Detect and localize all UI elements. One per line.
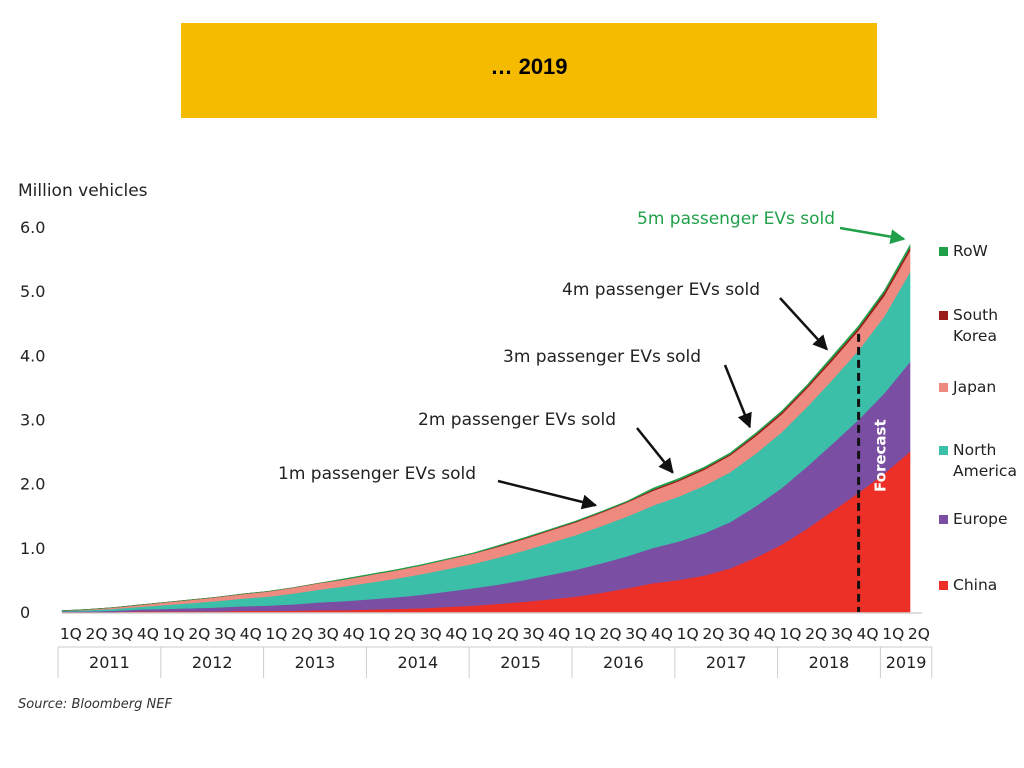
annotation-label: 1m passenger EVs sold [278,464,476,484]
x-tick-label: 4Q [651,625,673,643]
annotation-arrow [497,479,598,510]
annotation-arrow [779,297,828,351]
annotation-label: 2m passenger EVs sold [418,410,616,430]
year-label: 2014 [397,653,438,672]
x-tick-label: 4Q [857,625,879,643]
legend-swatch-china [939,581,948,590]
forecast-label: Forecast [872,419,890,492]
x-tick-label: 1Q [60,625,82,643]
x-tick-label: 3Q [831,625,853,643]
y-tick-label: 1.0 [20,539,45,558]
forecast-marker: Forecast [857,333,890,612]
x-tick-label: 1Q [265,625,287,643]
x-tick-label: 1Q [677,625,699,643]
legend-swatch-japan [939,383,948,392]
y-tick-labels: 0 1.0 2.0 3.0 4.0 5.0 6.0 [20,218,45,622]
year-label: 2019 [886,653,927,672]
legend-label: Europe [953,510,1008,528]
x-tick-label: 3Q [728,625,750,643]
x-tick-label: 1Q [471,625,493,643]
annotation-label: 4m passenger EVs sold [562,280,760,300]
title-banner: … 2019 [181,23,877,118]
area-row [61,243,911,612]
legend-label: South [953,306,998,324]
x-tick-label: 1Q [368,625,390,643]
annotations: 1m passenger EVs sold 2m passenger EVs so… [278,209,906,510]
x-tick-label: 2Q [600,625,622,643]
x-tick-label: 4Q [754,625,776,643]
x-tick-label: 2Q [497,625,519,643]
year-label: 2013 [295,653,336,672]
legend-swatch-europe [939,515,948,524]
banner-title: … 2019 [490,53,568,79]
legend-label: China [953,576,997,594]
year-label: 2016 [603,653,644,672]
x-axis: 1Q 2Q 3Q 4Q 1Q 2Q 3Q 4Q 1Q 2Q 3Q 4Q 1Q 2Q 3Q 4Q 1Q 2Q 3Q 4Q… [57,612,933,678]
annotation-arrow [839,226,906,245]
x-tick-label: 4Q [240,625,262,643]
legend-label: RoW [953,242,988,260]
legend-label: Japan [952,378,996,396]
year-label: 2017 [706,653,747,672]
y-tick-label: 3.0 [20,411,45,430]
x-tick-label: 2Q [805,625,827,643]
x-tick-label: 4Q [137,625,159,643]
x-tick-label: 3Q [625,625,647,643]
annotation-label: 5m passenger EVs sold [637,209,835,229]
y-tick-label: 0 [20,603,30,622]
x-tick-label: 2Q [702,625,724,643]
x-tick-label: 1Q [574,625,596,643]
annotation-label: 3m passenger EVs sold [503,347,701,367]
x-tick-label: 4Q [343,625,365,643]
x-tick-label: 1Q [779,625,801,643]
x-tick-label: 3Q [522,625,544,643]
x-tick-label: 3Q [111,625,133,643]
y-tick-label: 6.0 [20,218,45,237]
legend-swatch-south-korea [939,311,948,320]
x-tick-label: 3Q [317,625,339,643]
x-tick-label: 3Q [420,625,442,643]
year-label: 2012 [192,653,233,672]
annotation-arrow [723,364,752,429]
stacked-areas [61,243,911,613]
year-label: 2018 [809,653,850,672]
year-label: 2015 [500,653,541,672]
y-tick-label: 5.0 [20,282,45,301]
x-tick-label: 2Q [86,625,108,643]
year-label: 2011 [89,653,130,672]
legend-label: North [953,441,996,459]
legend-label: America [953,462,1017,480]
x-tick-label: 1Q [882,625,904,643]
source-note: Source: Bloomberg NEF [18,697,172,712]
legend-swatch-row [939,247,948,256]
y-tick-label: 4.0 [20,346,45,365]
x-tick-label: 1Q [163,625,185,643]
y-axis-label: Million vehicles [18,181,148,201]
legend-swatch-north-america [939,446,948,455]
x-tick-label: 2Q [291,625,313,643]
x-tick-label: 2Q [188,625,210,643]
x-tick-label: 4Q [445,625,467,643]
y-tick-label: 2.0 [20,475,45,494]
x-tick-label: 2Q [908,625,930,643]
legend-label: Korea [953,327,997,345]
x-tick-label: 4Q [548,625,570,643]
legend: RoW South Korea Japan North America Europe Chin… [939,242,1017,594]
x-tick-label: 2Q [394,625,416,643]
x-tick-label: 3Q [214,625,236,643]
annotation-arrow [636,427,674,474]
